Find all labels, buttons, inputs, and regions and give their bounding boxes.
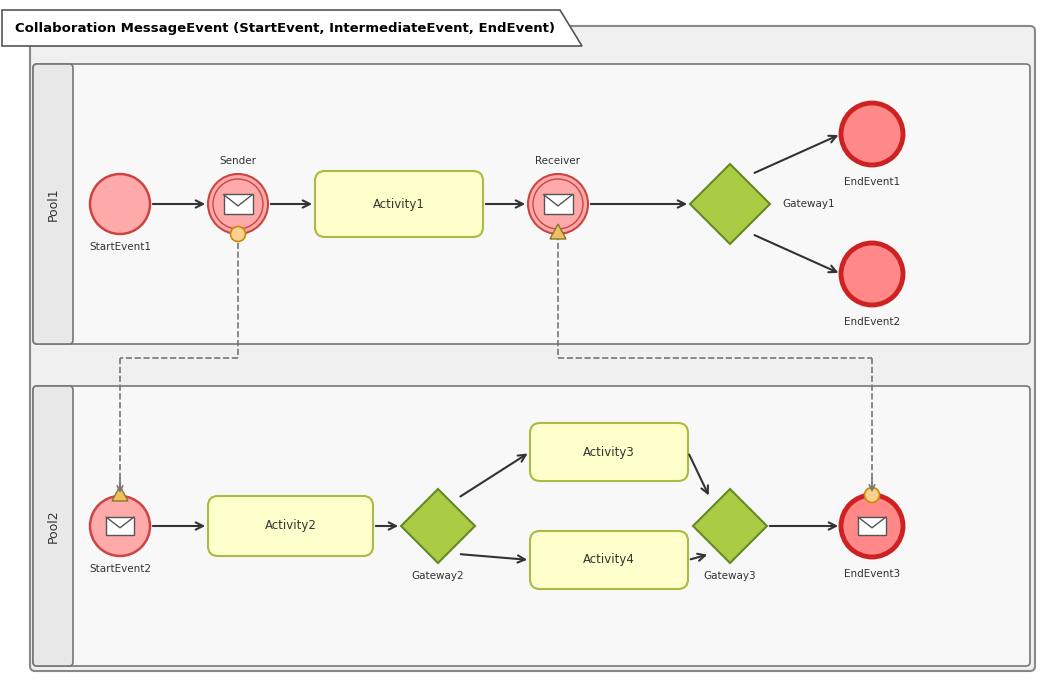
Text: Gateway1: Gateway1 [782, 199, 835, 209]
Text: Sender: Sender [220, 156, 257, 166]
Circle shape [533, 179, 583, 229]
Text: Gateway3: Gateway3 [704, 571, 756, 581]
Polygon shape [690, 164, 770, 244]
FancyBboxPatch shape [33, 386, 73, 666]
Text: Activity2: Activity2 [264, 519, 316, 532]
Polygon shape [401, 489, 475, 563]
Circle shape [90, 496, 150, 556]
FancyBboxPatch shape [208, 496, 373, 556]
Circle shape [841, 495, 903, 557]
Text: EndEvent1: EndEvent1 [844, 177, 901, 187]
Text: Pool2: Pool2 [47, 509, 59, 543]
Circle shape [528, 174, 588, 234]
Text: StartEvent2: StartEvent2 [89, 564, 151, 574]
Text: Gateway2: Gateway2 [412, 571, 464, 581]
Polygon shape [693, 489, 767, 563]
Bar [544, 195, 572, 213]
FancyBboxPatch shape [33, 64, 1030, 344]
Text: Collaboration MessageEvent (StartEvent, IntermediateEvent, EndEvent): Collaboration MessageEvent (StartEvent, … [15, 21, 555, 34]
Bar [106, 517, 134, 535]
Text: Pool1: Pool1 [47, 187, 59, 221]
Circle shape [841, 243, 903, 305]
Circle shape [841, 103, 903, 165]
Text: Activity1: Activity1 [373, 198, 425, 211]
Polygon shape [550, 224, 566, 239]
Bar [223, 195, 253, 213]
Text: Activity3: Activity3 [583, 445, 635, 458]
Circle shape [213, 179, 263, 229]
FancyBboxPatch shape [315, 171, 483, 237]
Text: StartEvent1: StartEvent1 [89, 242, 151, 252]
FancyBboxPatch shape [30, 26, 1035, 671]
Text: Receiver: Receiver [535, 156, 581, 166]
Polygon shape [2, 10, 582, 46]
FancyBboxPatch shape [530, 423, 688, 481]
Text: EndEvent2: EndEvent2 [844, 317, 901, 327]
Circle shape [230, 226, 245, 241]
Bar [858, 517, 886, 535]
Polygon shape [112, 486, 129, 501]
Text: Activity4: Activity4 [583, 554, 635, 567]
Circle shape [864, 488, 879, 503]
FancyBboxPatch shape [33, 64, 73, 344]
FancyBboxPatch shape [530, 531, 688, 589]
FancyBboxPatch shape [33, 386, 1030, 666]
Circle shape [208, 174, 268, 234]
Circle shape [90, 174, 150, 234]
Text: EndEvent3: EndEvent3 [844, 569, 901, 579]
